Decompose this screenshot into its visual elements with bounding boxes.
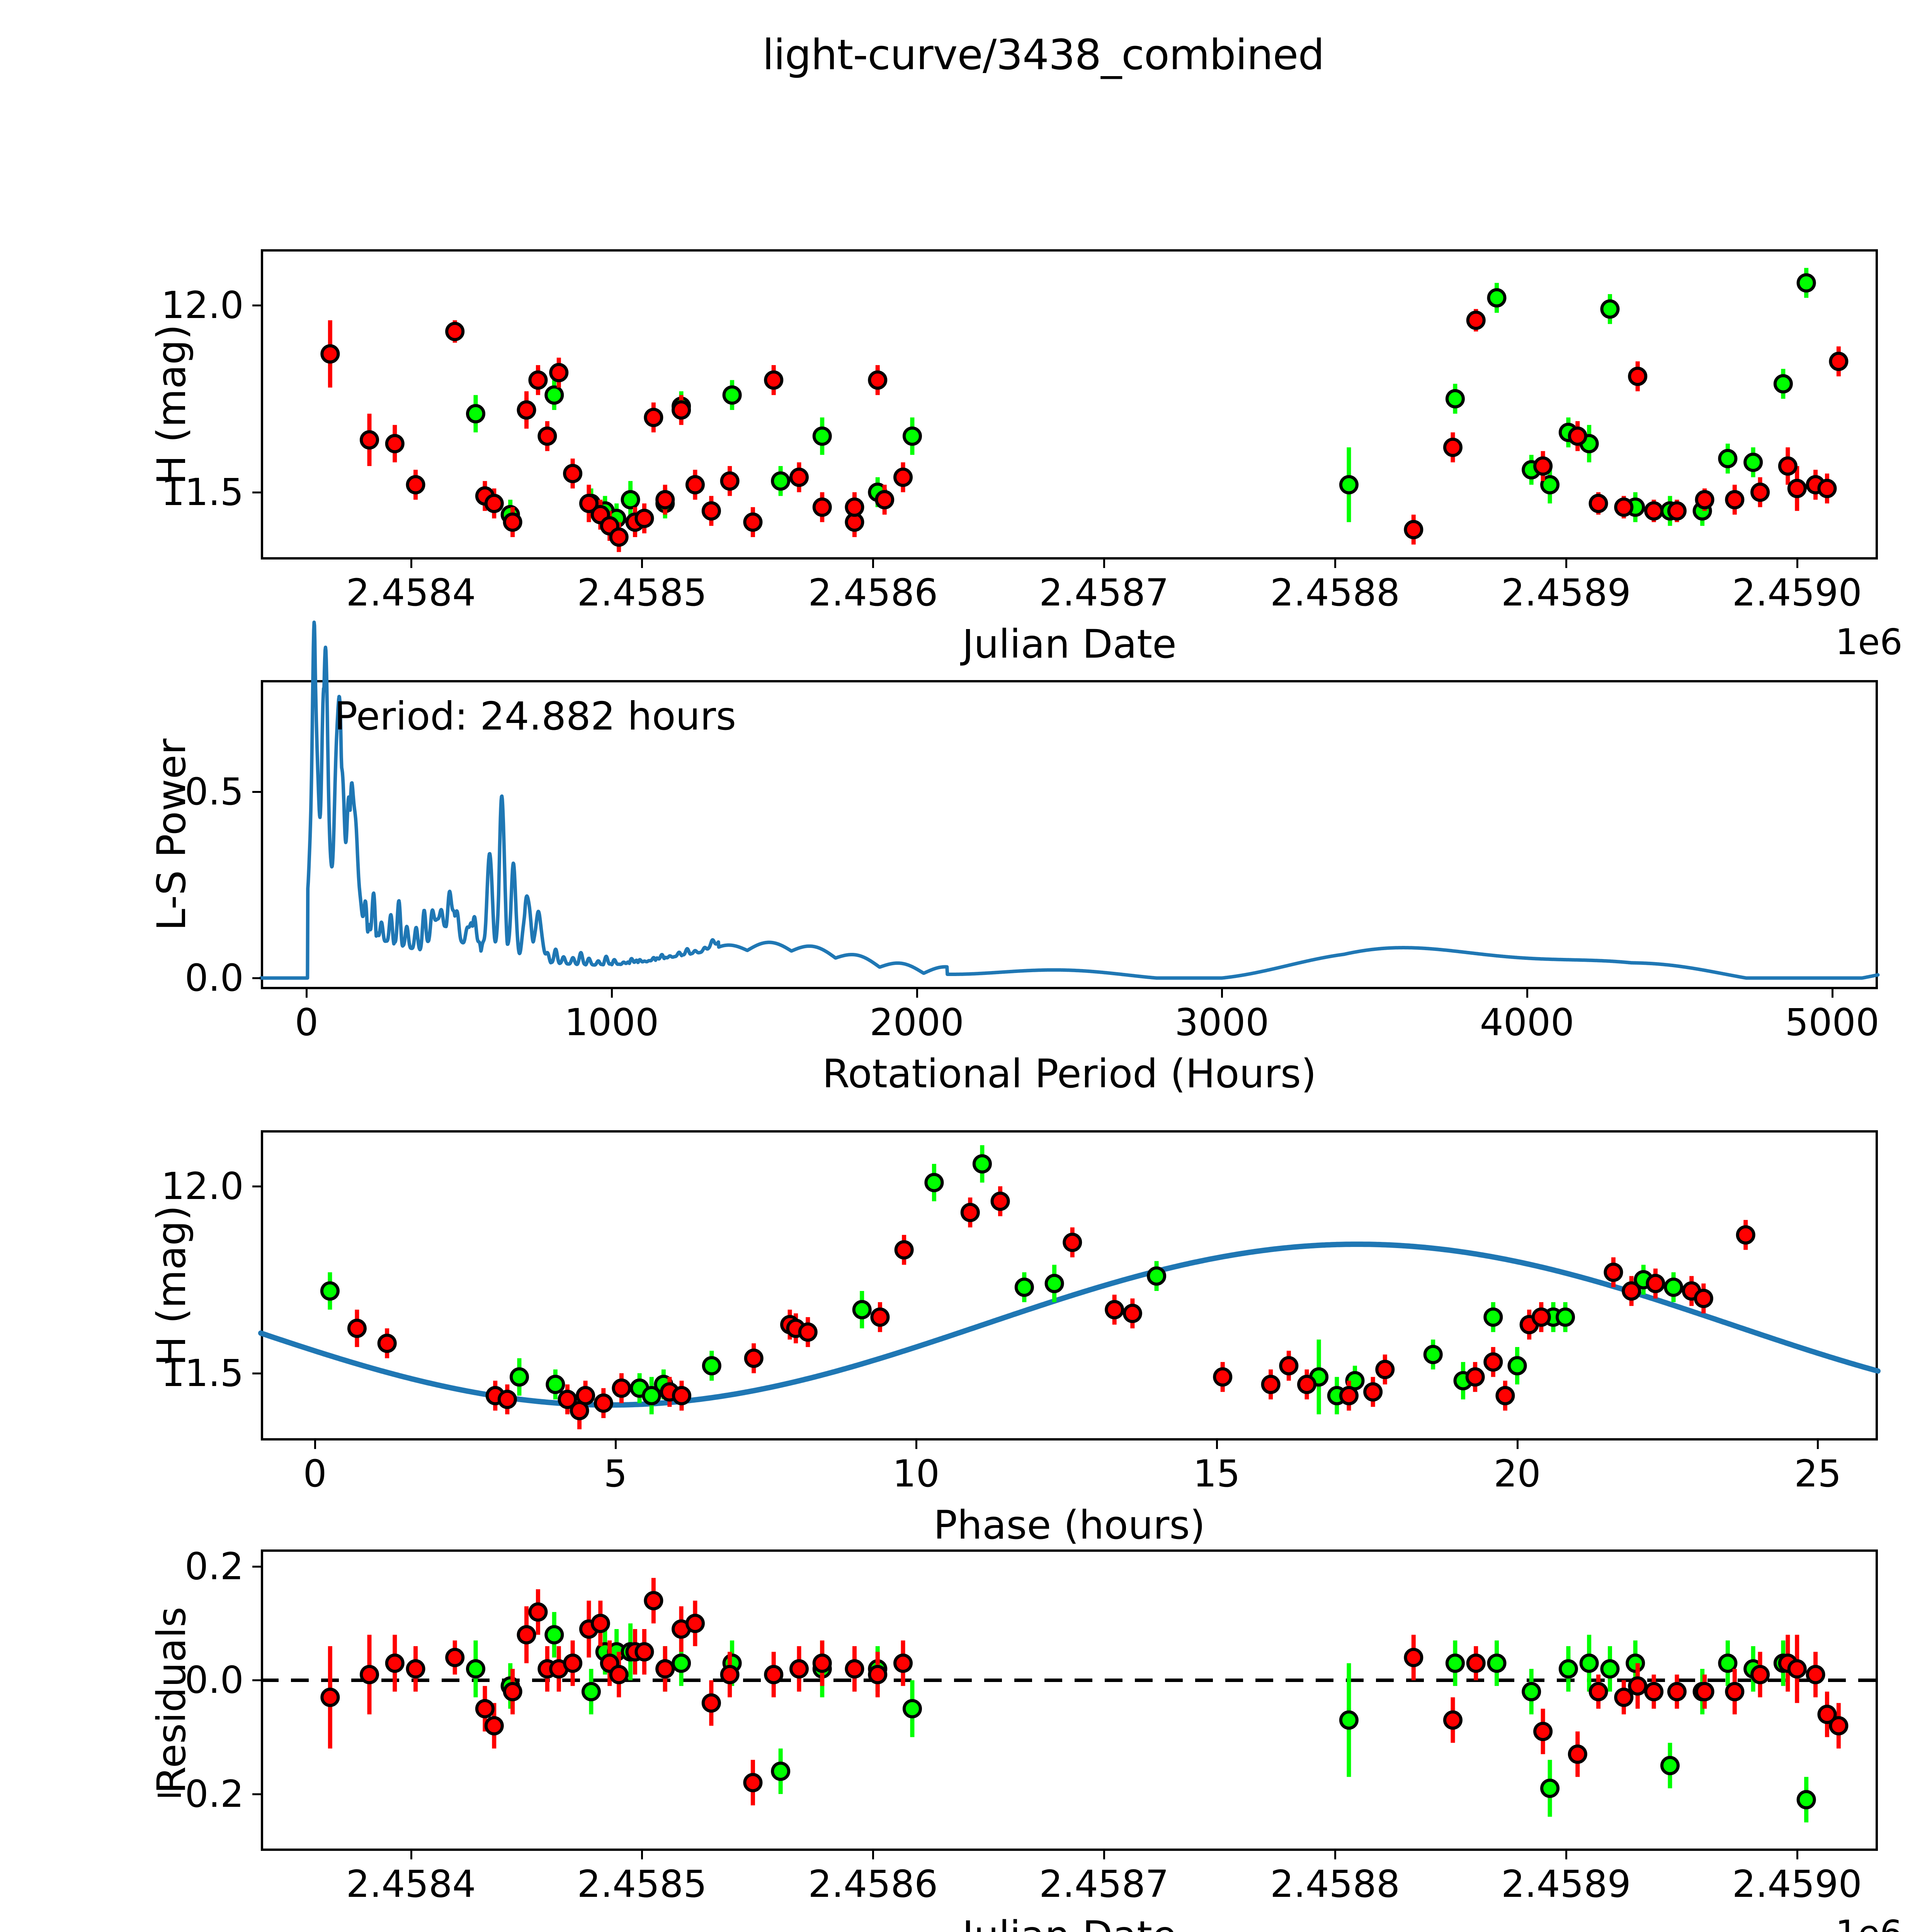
- y-tick-label: 0.5: [185, 770, 244, 814]
- x-axis-label: Phase (hours): [933, 1502, 1206, 1548]
- panel-phase-folded: [261, 1130, 1878, 1440]
- x-tick-label: 4000: [1480, 1001, 1575, 1044]
- x-tick-label: 15: [1193, 1452, 1240, 1495]
- x-tick-label: 20: [1493, 1452, 1541, 1495]
- x-tick-label: 0: [303, 1452, 327, 1495]
- x-tick-label: 2.4589: [1501, 1862, 1631, 1906]
- x-tick-mark: [872, 560, 874, 568]
- x-tick-label: 2.4588: [1270, 571, 1400, 614]
- y-tick-label: 0.0: [185, 1658, 244, 1702]
- x-tick-label: 2.4585: [577, 1862, 707, 1906]
- x-axis-offset-label: 1e6: [1835, 621, 1903, 663]
- x-tick-label: 2.4584: [346, 1862, 476, 1906]
- x-tick-mark: [872, 1851, 874, 1859]
- x-tick-label: 1000: [564, 1001, 659, 1044]
- page-title: light-curve/3438_combined: [762, 31, 1325, 79]
- x-tick-label: 5: [604, 1452, 628, 1495]
- y-axis-label: L-S Power: [149, 738, 195, 931]
- x-axis-label: Rotational Period (Hours): [822, 1051, 1316, 1097]
- x-tick-mark: [1221, 989, 1223, 998]
- y-tick-label: 12.0: [161, 1165, 244, 1208]
- y-tick-mark: [252, 1372, 261, 1374]
- x-tick-mark: [641, 560, 643, 568]
- x-tick-label: 2.4587: [1039, 1862, 1169, 1906]
- y-tick-mark: [252, 1793, 261, 1795]
- x-axis-label: Julian Date: [962, 1913, 1177, 1932]
- x-tick-mark: [306, 989, 308, 998]
- x-tick-mark: [410, 1851, 412, 1859]
- x-axis-label: Julian Date: [962, 621, 1177, 667]
- x-tick-label: 2.4584: [346, 571, 476, 614]
- x-tick-mark: [1103, 560, 1105, 568]
- x-tick-mark: [1334, 560, 1337, 568]
- x-tick-label: 25: [1794, 1452, 1842, 1495]
- panel-light-curve: [261, 249, 1878, 560]
- y-tick-mark: [252, 491, 261, 493]
- y-tick-label: 12.0: [161, 284, 244, 327]
- x-tick-mark: [1831, 989, 1833, 998]
- x-axis-offset-label: 1e6: [1835, 1913, 1903, 1932]
- x-tick-mark: [614, 1440, 617, 1449]
- x-tick-label: 2.4590: [1732, 1862, 1862, 1906]
- x-tick-mark: [1817, 1440, 1819, 1449]
- y-tick-label: 11.5: [161, 470, 244, 514]
- x-tick-mark: [1565, 1851, 1567, 1859]
- x-tick-label: 0: [294, 1001, 318, 1044]
- x-tick-mark: [1565, 560, 1567, 568]
- x-tick-mark: [1796, 1851, 1798, 1859]
- x-tick-label: 2.4585: [577, 571, 707, 614]
- y-tick-mark: [252, 977, 261, 980]
- x-tick-label: 3000: [1175, 1001, 1269, 1044]
- x-tick-mark: [1216, 1440, 1218, 1449]
- x-tick-mark: [410, 560, 412, 568]
- panel-residuals: [261, 1549, 1878, 1851]
- x-tick-label: 10: [892, 1452, 940, 1495]
- x-tick-label: 2.4586: [808, 1862, 938, 1906]
- y-tick-mark: [252, 304, 261, 307]
- y-tick-mark: [252, 1185, 261, 1188]
- y-tick-mark: [252, 791, 261, 793]
- y-tick-mark: [252, 1566, 261, 1568]
- x-tick-mark: [1103, 1851, 1105, 1859]
- x-tick-label: 2.4586: [808, 571, 938, 614]
- x-tick-mark: [611, 989, 613, 998]
- x-tick-label: 2.4588: [1270, 1862, 1400, 1906]
- x-tick-label: 2.4589: [1501, 571, 1631, 614]
- x-tick-mark: [915, 1440, 917, 1449]
- x-tick-mark: [1526, 989, 1528, 998]
- x-tick-mark: [916, 989, 918, 998]
- x-tick-label: 2.4590: [1732, 571, 1862, 614]
- x-tick-mark: [314, 1440, 316, 1449]
- y-tick-label: 0.0: [185, 956, 244, 1000]
- x-tick-mark: [641, 1851, 643, 1859]
- y-axis-label: H (mag): [149, 324, 195, 485]
- x-tick-label: 2.4587: [1039, 571, 1169, 614]
- period-annotation: Period: 24.882 hours: [334, 694, 736, 739]
- x-tick-mark: [1334, 1851, 1337, 1859]
- y-axis-label: Residuals: [149, 1607, 195, 1794]
- x-tick-mark: [1796, 560, 1798, 568]
- y-axis-label: H (mag): [149, 1205, 195, 1366]
- y-tick-label: 0.2: [185, 1545, 244, 1588]
- x-tick-label: 2000: [869, 1001, 964, 1044]
- y-tick-label: 11.5: [161, 1351, 244, 1395]
- y-tick-label: −0.2: [154, 1772, 244, 1816]
- x-tick-mark: [1516, 1440, 1519, 1449]
- y-tick-mark: [252, 1679, 261, 1682]
- x-tick-label: 5000: [1785, 1001, 1879, 1044]
